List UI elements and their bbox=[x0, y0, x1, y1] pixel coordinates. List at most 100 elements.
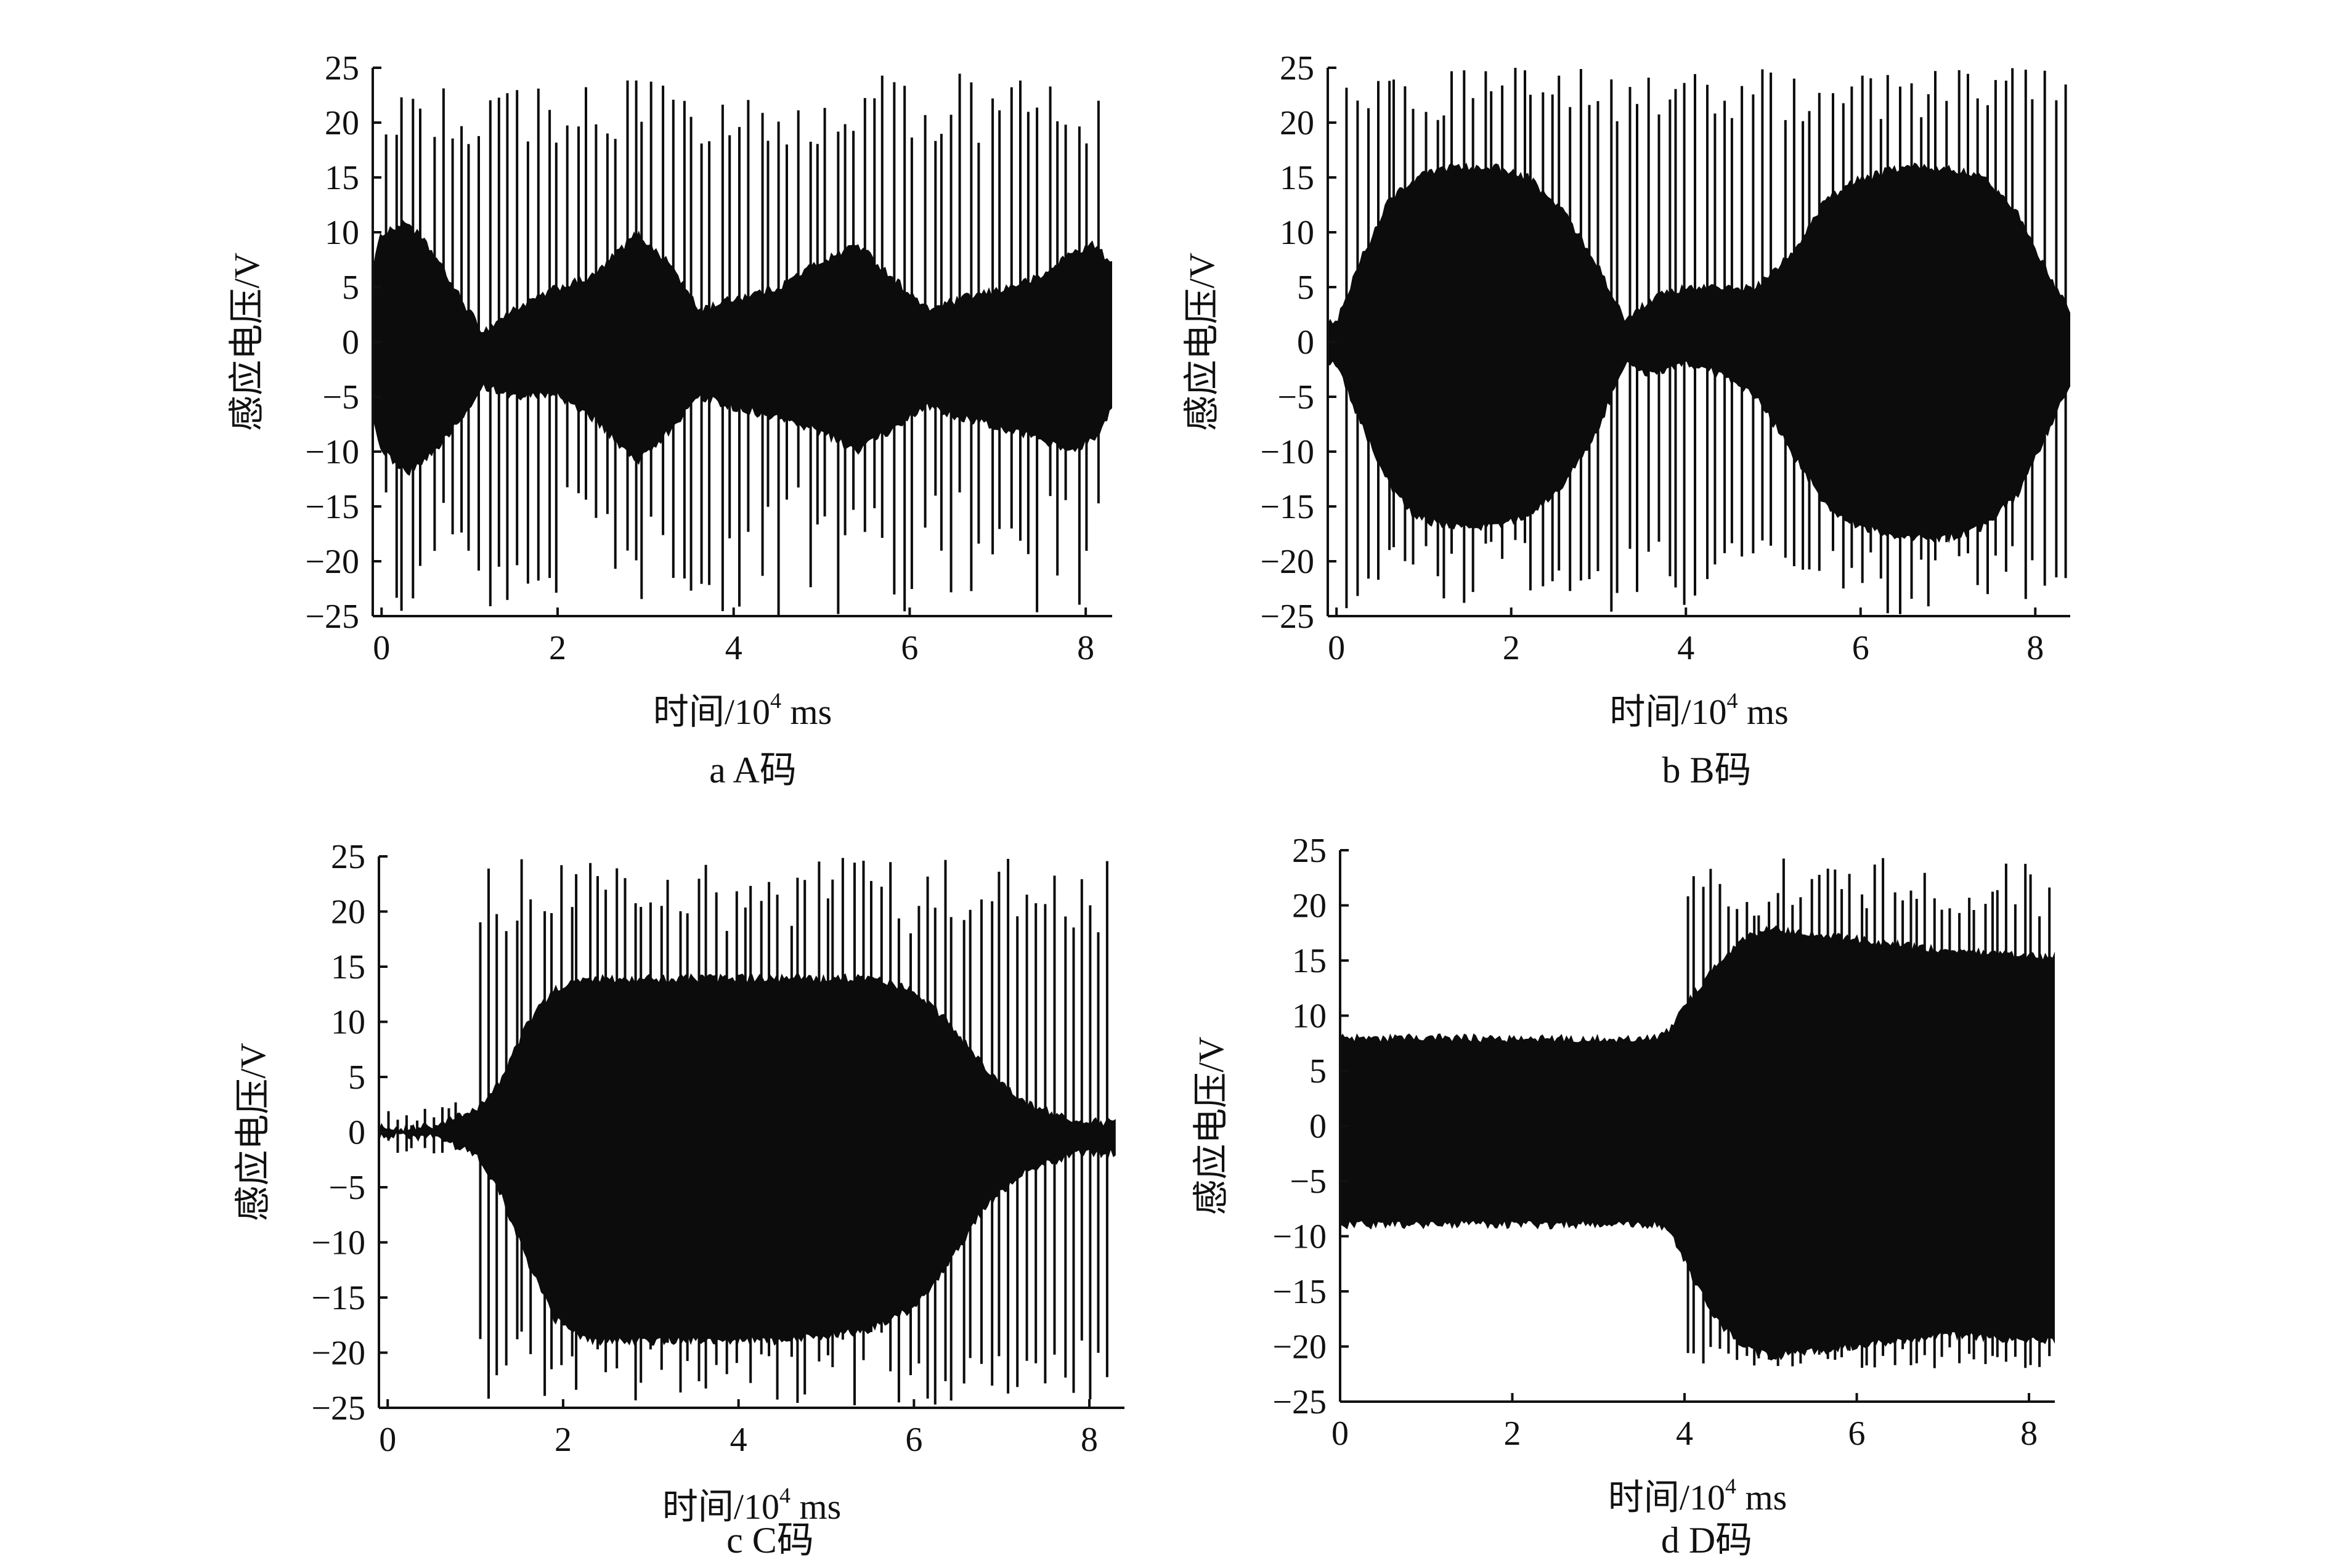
x-axis-title-main: 时间/10 bbox=[662, 1487, 779, 1527]
x-axis-title-unit: ms bbox=[1736, 1477, 1787, 1517]
y-axis-title: 感应电压/V bbox=[1182, 253, 1222, 431]
y-tick-label: −10 bbox=[311, 1224, 365, 1262]
x-axis-title: 时间/104 ms bbox=[1608, 1474, 1787, 1517]
x-tick-label: 4 bbox=[725, 629, 742, 667]
x-tick-label: 2 bbox=[1503, 629, 1520, 667]
x-tick-label: 6 bbox=[1848, 1415, 1866, 1453]
panel-caption: d D码 bbox=[1661, 1520, 1752, 1561]
x-axis-title-exponent: 4 bbox=[1726, 688, 1738, 713]
waveform-envelope bbox=[379, 973, 1116, 1346]
y-tick-label: 20 bbox=[1280, 104, 1314, 142]
x-tick-label: 4 bbox=[730, 1421, 747, 1459]
waveform-early-spikes bbox=[387, 1102, 470, 1153]
panel-caption: b B码 bbox=[1662, 750, 1751, 790]
y-tick-label: 15 bbox=[1280, 159, 1314, 197]
y-tick-label: −20 bbox=[1272, 1328, 1327, 1367]
y-tick-label: −15 bbox=[311, 1279, 365, 1317]
y-tick-label: 0 bbox=[1297, 323, 1314, 362]
y-tick-label: 15 bbox=[325, 159, 359, 197]
x-tick-label: 6 bbox=[905, 1421, 922, 1459]
y-tick-label: 5 bbox=[1309, 1052, 1327, 1091]
waveform-envelope bbox=[1328, 162, 2070, 543]
chart-panel-c: 25 20 15 10 5 0 −5 −10 −15 −20 −25 0 2 4 6 8 感应电压/V 时间/10… bbox=[233, 838, 1124, 1561]
y-tick-label: 20 bbox=[1292, 887, 1327, 925]
y-tick-label: −20 bbox=[305, 543, 359, 581]
y-tick-label: −25 bbox=[305, 598, 359, 636]
x-tick-label: 2 bbox=[555, 1421, 572, 1459]
y-tick-label: −5 bbox=[322, 378, 359, 416]
x-tick-label: 8 bbox=[1077, 629, 1094, 667]
panel-caption: c C码 bbox=[726, 1520, 814, 1561]
x-tick-label: 0 bbox=[379, 1421, 396, 1459]
x-tick-label: 6 bbox=[1852, 629, 1869, 667]
x-tick-label: 0 bbox=[373, 629, 390, 667]
y-tick-label: 15 bbox=[331, 948, 365, 986]
y-tick-label: −20 bbox=[311, 1334, 365, 1373]
y-tick-label: 0 bbox=[1309, 1108, 1327, 1146]
y-tick-label: 0 bbox=[348, 1114, 365, 1152]
y-tick-label: 15 bbox=[1292, 942, 1327, 980]
x-tick-label: 8 bbox=[2020, 1415, 2038, 1453]
y-tick-label: −5 bbox=[1290, 1163, 1327, 1201]
y-tick-label: 10 bbox=[1292, 997, 1327, 1036]
x-tick-label: 2 bbox=[549, 629, 566, 667]
y-tick-label: −5 bbox=[328, 1169, 365, 1207]
x-tick-label: 0 bbox=[1328, 629, 1345, 667]
chart-panel-b: 25 20 15 10 5 0 −5 −10 −15 −20 −25 0 2 4 6 8 感应电压/V 时间/10… bbox=[1182, 49, 2070, 790]
y-tick-label: −25 bbox=[1260, 598, 1314, 636]
x-tick-label: 4 bbox=[1677, 629, 1694, 667]
y-tick-label: −15 bbox=[305, 488, 359, 526]
y-axis-title: 感应电压/V bbox=[227, 253, 267, 431]
x-axis-title-exponent: 4 bbox=[779, 1483, 791, 1508]
y-tick-label: 5 bbox=[348, 1058, 365, 1097]
waveform-spikes bbox=[1345, 68, 2067, 614]
waveform-spikes bbox=[479, 858, 1108, 1405]
x-axis-title-main: 时间/10 bbox=[1609, 692, 1726, 732]
waveform-envelope bbox=[1340, 925, 2055, 1361]
x-tick-label: 4 bbox=[1676, 1415, 1693, 1453]
y-tick-label: 20 bbox=[331, 893, 365, 932]
x-axis-title-unit: ms bbox=[1738, 692, 1788, 732]
x-tick-label: 6 bbox=[901, 629, 918, 667]
y-tick-label: −15 bbox=[1260, 488, 1314, 526]
y-tick-label: −20 bbox=[1260, 543, 1314, 581]
y-tick-label: 25 bbox=[325, 49, 359, 87]
x-axis-title: 时间/104 ms bbox=[662, 1483, 841, 1527]
x-axis-title-exponent: 4 bbox=[770, 688, 781, 713]
y-tick-label: −15 bbox=[1272, 1273, 1327, 1311]
y-tick-label: −10 bbox=[305, 433, 359, 471]
x-axis-title: 时间/104 ms bbox=[1609, 688, 1788, 732]
y-tick-label: 0 bbox=[342, 323, 359, 362]
y-tick-label: 5 bbox=[342, 269, 359, 307]
y-tick-label: 5 bbox=[1297, 269, 1314, 307]
y-tick-label: 10 bbox=[325, 214, 359, 252]
y-tick-label: −10 bbox=[1260, 433, 1314, 471]
y-tick-label: 20 bbox=[325, 104, 359, 142]
x-tick-label: 2 bbox=[1504, 1415, 1521, 1453]
y-tick-label: −10 bbox=[1272, 1218, 1327, 1256]
x-axis-title-unit: ms bbox=[781, 692, 832, 732]
x-axis-title-unit: ms bbox=[791, 1487, 841, 1527]
y-tick-label: 25 bbox=[1280, 49, 1314, 87]
waveform-spikes bbox=[1686, 858, 2051, 1368]
chart-panel-a: 25 20 15 10 5 0 −5 −10 −15 −20 −25 0 2 4 6 8 感应电压/V 时间/10… bbox=[227, 49, 1112, 790]
y-tick-label: 10 bbox=[1280, 214, 1314, 252]
y-tick-label: −5 bbox=[1277, 378, 1314, 416]
y-axis-title: 感应电压/V bbox=[1191, 1036, 1231, 1215]
x-tick-label: 8 bbox=[2026, 629, 2044, 667]
y-axis-title: 感应电压/V bbox=[233, 1042, 273, 1221]
x-axis-title: 时间/104 ms bbox=[653, 688, 832, 732]
x-axis-title-exponent: 4 bbox=[1725, 1474, 1736, 1498]
y-tick-label: −25 bbox=[1272, 1383, 1327, 1421]
y-tick-label: −25 bbox=[311, 1389, 365, 1428]
x-axis-title-main: 时间/10 bbox=[1608, 1477, 1725, 1517]
y-tick-label: 25 bbox=[1292, 832, 1327, 870]
panel-caption: a A码 bbox=[709, 750, 797, 790]
y-tick-label: 25 bbox=[331, 838, 365, 876]
y-tick-label: 10 bbox=[331, 1004, 365, 1042]
x-tick-label: 8 bbox=[1081, 1421, 1098, 1459]
waveform-spikes bbox=[384, 73, 1100, 616]
x-axis-title-main: 时间/10 bbox=[653, 692, 770, 732]
